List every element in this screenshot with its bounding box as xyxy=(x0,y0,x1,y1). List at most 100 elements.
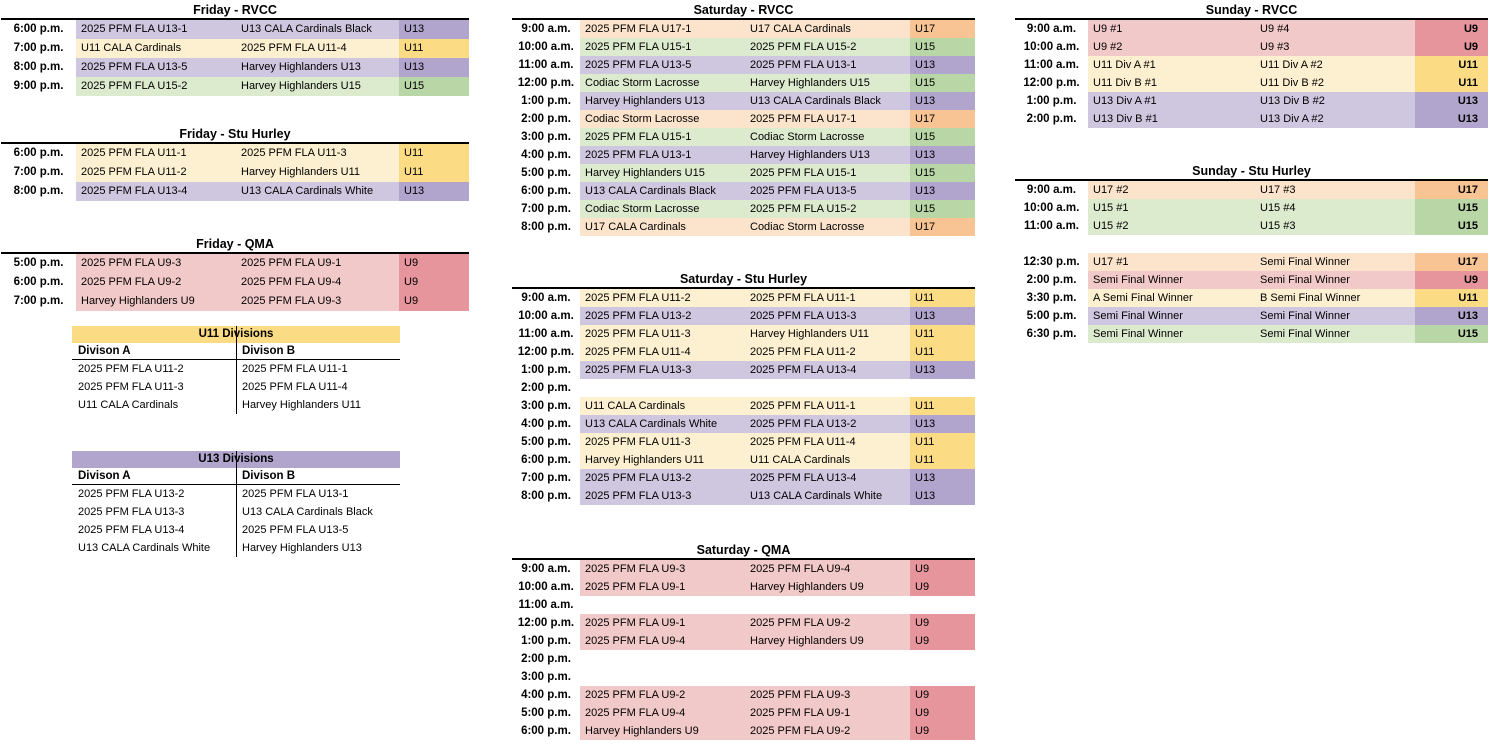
table-title: Saturday - QMA xyxy=(512,542,975,560)
matchup-strip: U13 Div A #1 U13 Div B #2 xyxy=(1088,92,1415,110)
away-team-cell: 2025 PFM FLA U15-2 xyxy=(750,203,857,215)
home-team-cell: U11 CALA Cardinals xyxy=(585,400,686,412)
time-cell: 7:00 p.m. xyxy=(521,472,571,484)
schedule-row: 11:00 a.m. U11 Div A #1 U11 Div A #2 U11 xyxy=(1015,56,1488,74)
matchup-strip: 2025 PFM FLA U13-1 Harvey Highlanders U13 xyxy=(580,146,910,164)
schedule-row: 6:00 p.m. 2025 PFM FLA U11-1 2025 PFM FLA … xyxy=(1,144,469,163)
time-cell: 12:00 p.m. xyxy=(517,617,575,629)
time-cell: 1:00 p.m. xyxy=(521,95,571,107)
category-cell: U9 xyxy=(910,704,975,722)
away-team-cell: 2025 PFM FLA U11-1 xyxy=(750,292,856,304)
home-team-cell: U17 #2 xyxy=(1093,184,1129,196)
division-a-team-cell: 2025 PFM FLA U13-3 xyxy=(78,506,185,518)
division-row: 2025 PFM FLA U13-3 U13 CALA Cardinals Bla… xyxy=(72,503,400,521)
time-cell: 9:00 a.m. xyxy=(1026,184,1077,196)
time-cell: 4:00 p.m. xyxy=(521,418,571,430)
schedule-row: 11:00 a.m. U15 #2 U15 #3 U15 xyxy=(1015,217,1488,235)
matchup-strip: 2025 PFM FLA U9-1 2025 PFM FLA U9-2 xyxy=(580,614,910,632)
time-cell: 11:00 a.m. xyxy=(518,328,574,340)
home-team-cell: 2025 PFM FLA U17-1 xyxy=(585,23,692,35)
schedule-row: 2:00 p.m. Codiac Storm Lacrosse 2025 PFM F… xyxy=(512,110,975,128)
away-team-cell: U13 CALA Cardinals White xyxy=(750,490,883,502)
category-cell: U9 xyxy=(910,632,975,650)
home-team-cell: 2025 PFM FLA U11-1 xyxy=(81,147,187,159)
matchup-strip xyxy=(580,650,910,668)
schedule-row: 5:00 p.m. Harvey Highlanders U15 2025 PFM … xyxy=(512,164,975,182)
schedule-row: 4:00 p.m. 2025 PFM FLA U13-1 Harvey Highla… xyxy=(512,146,975,164)
time-cell: 2:00 p.m. xyxy=(521,113,571,125)
time-cell: 2:00 p.m. xyxy=(1026,274,1077,286)
category-cell xyxy=(910,596,975,614)
division-row: 2025 PFM FLA U11-2 2025 PFM FLA U11-1 xyxy=(72,360,400,378)
schedule-row: 9:00 a.m. U9 #1 U9 #4 U9 xyxy=(1015,20,1488,38)
time-cell: 10:00 a.m. xyxy=(1023,202,1080,214)
category-cell: U13 xyxy=(910,56,975,74)
category-cell: U9 xyxy=(910,722,975,740)
column-divider-line xyxy=(236,326,237,414)
away-team-cell: U13 CALA Cardinals Black xyxy=(750,95,881,107)
schedule-row: 10:00 a.m. U15 #1 U15 #4 U15 xyxy=(1015,199,1488,217)
home-team-cell: 2025 PFM FLA U9-4 xyxy=(585,635,686,647)
schedule-row: 9:00 a.m. 2025 PFM FLA U11-2 2025 PFM FLA … xyxy=(512,289,975,307)
schedule-table-sunday-stu-hurley: Sunday - Stu Hurley 9:00 a.m. U17 #2 U17 #3… xyxy=(1015,163,1488,343)
time-cell: 3:30 p.m. xyxy=(1026,292,1077,304)
division-b-team-cell: 2025 PFM FLA U11-1 xyxy=(242,363,348,375)
category-cell: U9 xyxy=(910,560,975,578)
schedule-row: 12:00 p.m. Codiac Storm Lacrosse Harvey Hi… xyxy=(512,74,975,92)
away-team-cell: U11 Div B #2 xyxy=(1260,77,1324,89)
away-team-cell: Semi Final Winner xyxy=(1260,328,1350,340)
division-a-team-cell: 2025 PFM FLA U13-4 xyxy=(78,524,185,536)
time-cell: 5:00 p.m. xyxy=(13,257,64,269)
matchup-strip: U17 CALA Cardinals Codiac Storm Lacrosse xyxy=(580,218,910,236)
matchup-strip: 2025 PFM FLA U13-5 2025 PFM FLA U13-1 xyxy=(580,56,910,74)
home-team-cell: 2025 PFM FLA U13-5 xyxy=(81,61,188,73)
away-team-cell: U15 #4 xyxy=(1260,202,1296,214)
category-cell: U13 xyxy=(1415,92,1488,110)
away-team-cell: U13 CALA Cardinals Black xyxy=(241,23,372,35)
schedule-row: 2:00 p.m. Semi Final Winner Semi Final Win… xyxy=(1015,271,1488,289)
time-cell: 5:00 p.m. xyxy=(521,167,571,179)
matchup-strip: 2025 PFM FLA U13-5 Harvey Highlanders U13 xyxy=(76,58,399,77)
matchup-strip: U15 #2 U15 #3 xyxy=(1088,217,1415,235)
matchup-strip: 2025 PFM FLA U9-2 2025 PFM FLA U9-4 xyxy=(76,273,399,292)
away-team-cell: U13 Div A #2 xyxy=(1260,113,1324,125)
away-team-cell: Harvey Highlanders U15 xyxy=(241,80,361,92)
matchup-strip: U13 CALA Cardinals White 2025 PFM FLA U13… xyxy=(580,415,910,433)
away-team-cell: Semi Final Winner xyxy=(1260,256,1350,268)
category-cell: U15 xyxy=(1415,217,1488,235)
matchup-strip: 2025 PFM FLA U9-3 2025 PFM FLA U9-4 xyxy=(580,560,910,578)
away-team-cell: 2025 PFM FLA U15-2 xyxy=(750,41,857,53)
matchup-strip: U17 #2 U17 #3 xyxy=(1088,181,1415,199)
matchup-strip: 2025 PFM FLA U11-3 2025 PFM FLA U11-4 xyxy=(580,433,910,451)
schedule-row: 5:00 p.m. 2025 PFM FLA U11-3 2025 PFM FLA … xyxy=(512,433,975,451)
home-team-cell: 2025 PFM FLA U11-4 xyxy=(585,346,691,358)
time-cell: 3:00 p.m. xyxy=(521,671,571,683)
schedule-row: 4:00 p.m. U13 CALA Cardinals White 2025 PF… xyxy=(512,415,975,433)
time-cell: 10:00 a.m. xyxy=(518,41,574,53)
time-cell: 1:00 p.m. xyxy=(521,364,571,376)
home-team-cell xyxy=(580,650,745,668)
table-title: Sunday - Stu Hurley xyxy=(1015,163,1488,181)
away-team-cell: 2025 PFM FLA U9-2 xyxy=(750,617,851,629)
away-team-cell: Harvey Highlanders U13 xyxy=(241,61,361,73)
matchup-strip: Codiac Storm Lacrosse 2025 PFM FLA U17-1 xyxy=(580,110,910,128)
category-cell: U13 xyxy=(910,182,975,200)
home-team-cell: 2025 PFM FLA U13-2 xyxy=(585,310,692,322)
division-table-u11-divisions: U11 Divisions Divison A Divison B 2025 PFM … xyxy=(72,326,400,414)
column-divider-line xyxy=(236,451,237,557)
time-cell xyxy=(1015,235,1088,253)
matchup-strip: Semi Final Winner Semi Final Winner xyxy=(1088,307,1415,325)
category-cell: U15 xyxy=(1415,325,1488,343)
division-b-team-cell: Harvey Highlanders U13 xyxy=(242,542,362,554)
matchup-strip: 2025 PFM FLA U9-4 2025 PFM FLA U9-1 xyxy=(580,704,910,722)
matchup-strip: U11 Div A #1 U11 Div A #2 xyxy=(1088,56,1415,74)
category-cell xyxy=(1415,235,1488,253)
home-team-cell: 2025 PFM FLA U15-2 xyxy=(81,80,188,92)
table-title: Friday - Stu Hurley xyxy=(1,126,469,144)
away-team-cell: U11 Div A #2 xyxy=(1260,59,1323,71)
home-team-cell: 2025 PFM FLA U15-1 xyxy=(585,41,692,53)
division-b-team-cell: 2025 PFM FLA U11-4 xyxy=(242,381,348,393)
time-cell: 7:00 p.m. xyxy=(13,166,64,178)
home-team-cell: U11 Div A #1 xyxy=(1093,59,1156,71)
division-a-header: Divison A xyxy=(78,345,131,357)
